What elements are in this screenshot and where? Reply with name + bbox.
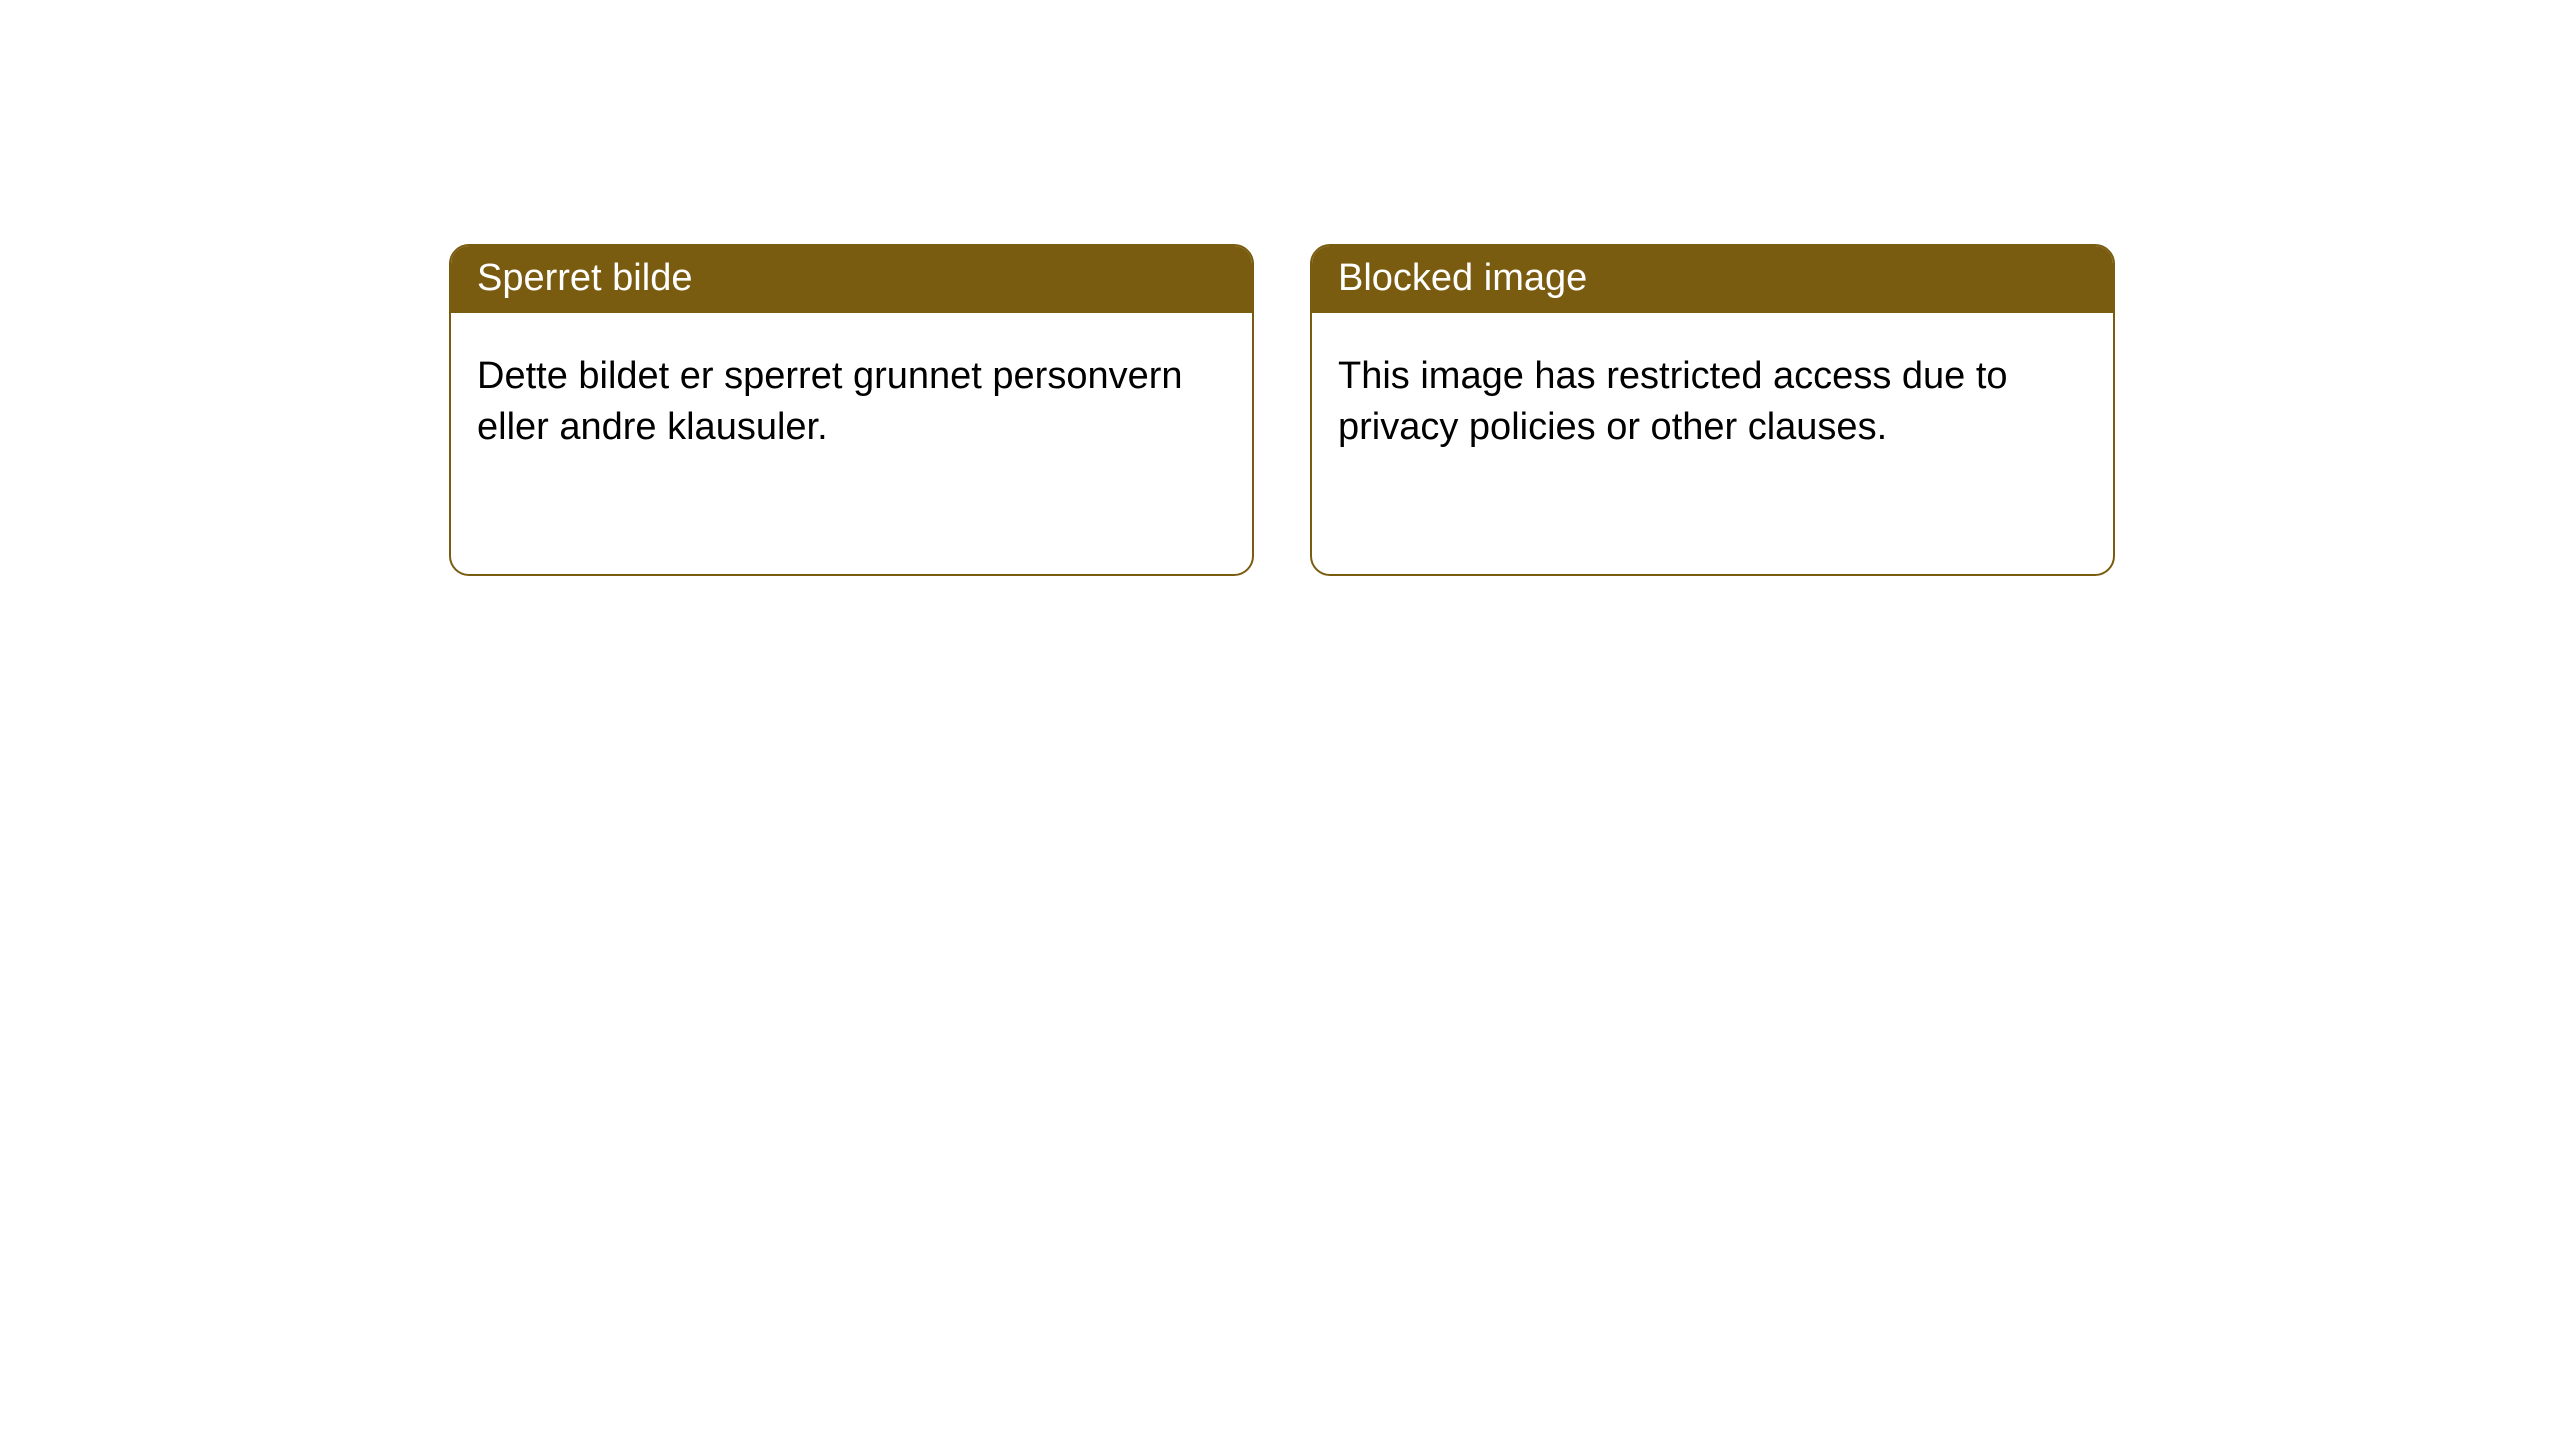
card-body-en: This image has restricted access due to … [1312,313,2113,477]
notice-cards-container: Sperret bilde Dette bildet er sperret gr… [0,0,2560,576]
blocked-image-card-en: Blocked image This image has restricted … [1310,244,2115,576]
card-body-no: Dette bildet er sperret grunnet personve… [451,313,1252,477]
card-title-en: Blocked image [1312,246,2113,313]
blocked-image-card-no: Sperret bilde Dette bildet er sperret gr… [449,244,1254,576]
card-title-no: Sperret bilde [451,246,1252,313]
